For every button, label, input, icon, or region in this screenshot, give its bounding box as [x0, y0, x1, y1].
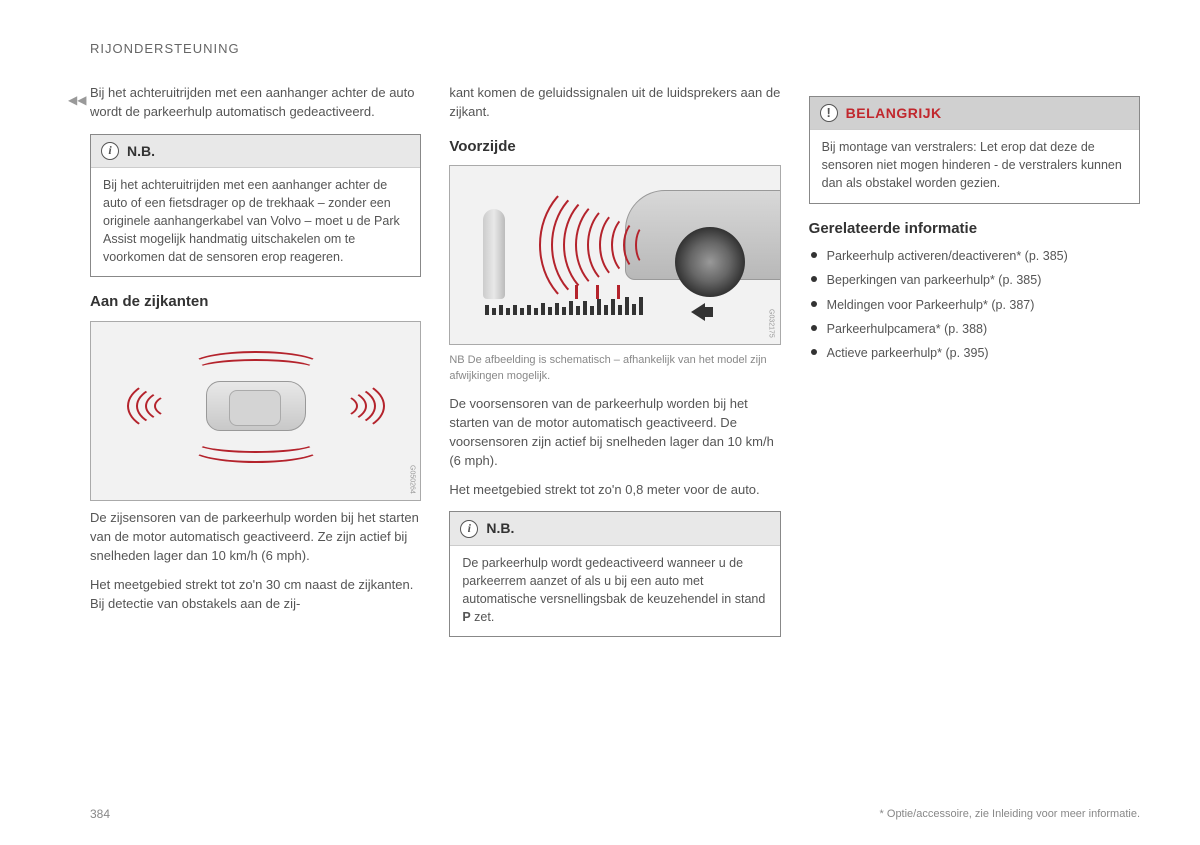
- heading-sides: Aan de zijkanten: [90, 291, 421, 313]
- image-code: G050264: [406, 465, 416, 494]
- note-body-bold: P: [462, 610, 470, 624]
- related-list: Parkeerhulp activeren/deactiveren* (p. 3…: [809, 247, 1140, 362]
- important-title: BELANGRIJK: [846, 103, 942, 123]
- content-columns: Bij het achteruitrijden met een aanhange…: [90, 84, 1140, 649]
- front-sensors-paragraph-2: Het meetgebied strekt tot zo'n 0,8 meter…: [449, 481, 780, 500]
- related-item: Parkeerhulp activeren/deactiveren* (p. 3…: [809, 247, 1140, 265]
- info-icon: i: [101, 142, 119, 160]
- note-body: De parkeerhulp wordt gedeactiveerd wanne…: [450, 546, 779, 637]
- image-code: G032175: [766, 309, 776, 338]
- important-body: Bij montage van verstralers: Let erop da…: [810, 130, 1139, 202]
- figure-front-view: G032175: [449, 165, 780, 345]
- figure-caption: NB De afbeelding is schematisch – afhank…: [449, 353, 780, 385]
- warning-icon: !: [820, 104, 838, 122]
- footnote: * Optie/accessoire, zie Inleiding voor m…: [880, 807, 1140, 823]
- note-box-1: i N.B. Bij het achteruitrijden met een a…: [90, 134, 421, 278]
- important-header: ! BELANGRIJK: [810, 97, 1139, 130]
- note-header: i N.B.: [450, 512, 779, 545]
- related-item: Meldingen voor Parkeerhulp* (p. 387): [809, 296, 1140, 314]
- continuation-paragraph: kant komen de geluidssignalen uit de lui…: [449, 84, 780, 122]
- note-title: N.B.: [486, 518, 514, 538]
- heading-front: Voorzijde: [449, 136, 780, 158]
- related-item: Parkeerhulpcamera* (p. 388): [809, 320, 1140, 338]
- front-sensors-paragraph-1: De voorsensoren van de parkeerhulp worde…: [449, 395, 780, 470]
- note-body-suffix: zet.: [471, 610, 495, 624]
- note-title: N.B.: [127, 141, 155, 161]
- note-header: i N.B.: [91, 135, 420, 168]
- info-icon: i: [460, 520, 478, 538]
- side-sensors-paragraph-1: De zijsensoren van de parkeerhulp worden…: [90, 509, 421, 566]
- important-box: ! BELANGRIJK Bij montage van verstralers…: [809, 96, 1140, 204]
- related-info-heading: Gerelateerde informatie: [809, 218, 1140, 240]
- section-header: RIJONDERSTEUNING: [90, 40, 1140, 59]
- related-item: Beperkingen van parkeerhulp* (p. 385): [809, 271, 1140, 289]
- intro-paragraph: Bij het achteruitrijden met een aanhange…: [90, 84, 421, 122]
- column-1: Bij het achteruitrijden met een aanhange…: [90, 84, 421, 649]
- column-3: ! BELANGRIJK Bij montage van verstralers…: [809, 84, 1140, 649]
- side-sensors-paragraph-2: Het meetgebied strekt tot zo'n 30 cm naa…: [90, 576, 421, 614]
- figure-top-view: G050264: [90, 321, 421, 501]
- column-2: kant komen de geluidssignalen uit de lui…: [449, 84, 780, 649]
- continuation-marker-icon: ◀◀: [68, 92, 86, 109]
- related-item: Actieve parkeerhulp* (p. 395): [809, 344, 1140, 362]
- page-number: 384: [90, 806, 110, 823]
- note-box-2: i N.B. De parkeerhulp wordt gedeactiveer…: [449, 511, 780, 637]
- note-body: Bij het achteruitrijden met een aanhange…: [91, 168, 420, 277]
- note-body-prefix: De parkeerhulp wordt gedeactiveerd wanne…: [462, 556, 765, 606]
